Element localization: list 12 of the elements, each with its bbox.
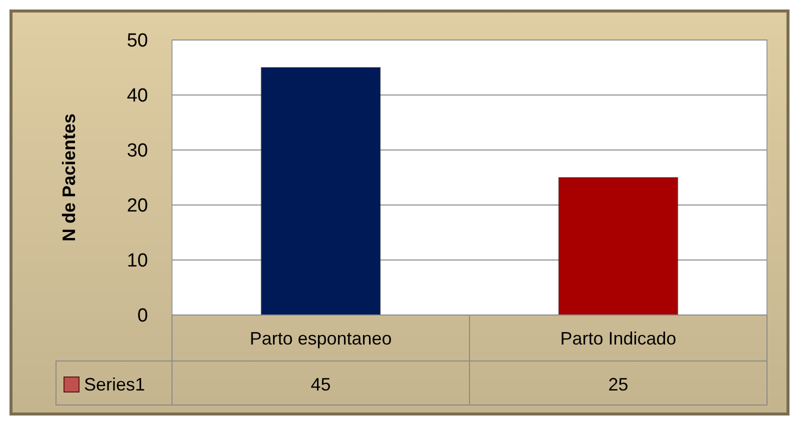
- y-tick-label: 50: [126, 30, 148, 52]
- data-label: 25: [608, 374, 628, 394]
- y-tick-label: 10: [126, 250, 148, 272]
- y-tick-label: 40: [126, 86, 148, 107]
- y-axis-title: N de Pacientes: [59, 113, 79, 242]
- y-tick-label: 30: [126, 140, 148, 162]
- text: Series1: [84, 374, 146, 394]
- y-tick-label: 20: [126, 196, 148, 217]
- data-label: 45: [310, 374, 331, 394]
- y-tick-label: 0: [137, 306, 148, 327]
- x-tick-label: Parto Indicado: [560, 328, 676, 348]
- x-tick-label: Parto espontaneo: [250, 328, 392, 348]
